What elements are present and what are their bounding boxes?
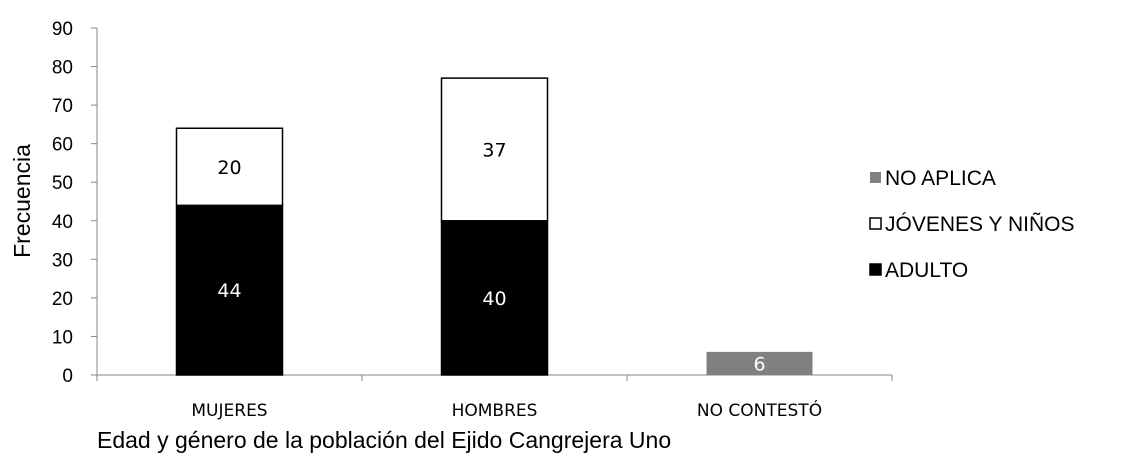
y-tick-label: 10 — [52, 327, 73, 348]
x-category-label: HOMBRES — [452, 401, 538, 421]
y-tick-label: 50 — [52, 173, 73, 194]
legend-label: ADULTO — [885, 259, 968, 282]
data-label: 20 — [217, 157, 241, 179]
y-tick-label: 20 — [52, 289, 73, 310]
x-axis-title: Edad y género de la población del Ejido … — [97, 427, 671, 453]
bar-segment — [175, 204, 284, 376]
data-label: 44 — [217, 280, 241, 302]
x-axis: MUJERES HOMBRES NO CONTESTÓ — [96, 374, 893, 421]
data-labels: 44 20 40 37 6 — [217, 139, 765, 375]
y-tick-label: 0 — [62, 366, 73, 387]
bar-segment — [440, 220, 549, 376]
legend-swatch — [869, 217, 882, 230]
legend: NO APLICA JÓVENES Y NIÑOS ADULTO — [869, 167, 1074, 282]
data-label: 6 — [753, 353, 765, 375]
bar-segment — [440, 77, 549, 222]
y-tick-label: 70 — [52, 96, 73, 117]
data-label: 40 — [482, 288, 506, 310]
legend-label: NO APLICA — [885, 167, 996, 190]
y-axis: 0 10 20 30 40 50 60 70 80 90 — [52, 19, 98, 387]
legend-swatch — [870, 172, 881, 183]
bar-segment — [175, 127, 284, 207]
x-category-label: MUJERES — [191, 401, 267, 421]
y-tick-label: 80 — [52, 58, 73, 79]
data-label: 37 — [482, 139, 506, 161]
bars — [175, 77, 813, 376]
legend-swatch — [869, 263, 882, 276]
bar-segment — [706, 351, 813, 375]
y-axis-title: Frecuencia — [9, 144, 35, 258]
y-tick-label: 90 — [52, 19, 73, 40]
y-tick-label: 30 — [52, 250, 73, 271]
legend-label: JÓVENES Y NIÑOS — [885, 212, 1074, 236]
y-tick-label: 60 — [52, 135, 73, 156]
y-tick-label: 40 — [52, 212, 73, 233]
x-category-label: NO CONTESTÓ — [697, 399, 822, 421]
